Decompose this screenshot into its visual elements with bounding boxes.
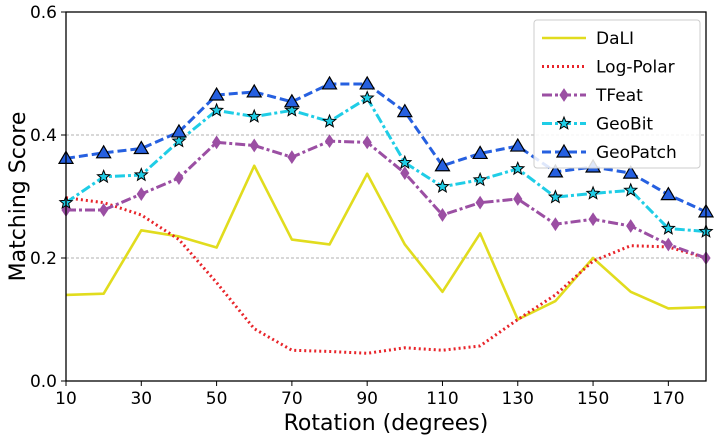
legend-label-log-polar: Log-Polar	[596, 58, 675, 78]
data-point-tfeat	[287, 150, 297, 165]
legend-marker-geobit	[556, 115, 572, 130]
data-point-geobit	[397, 154, 413, 170]
data-point-tfeat	[174, 171, 184, 185]
data-point-geopatch	[359, 75, 376, 90]
data-point-geobit	[322, 113, 338, 128]
data-point-geopatch	[95, 144, 112, 159]
x-tick-label: 10	[55, 389, 77, 409]
x-tick-label: 130	[502, 389, 534, 409]
data-point-geopatch	[321, 75, 338, 90]
x-tick-label: 170	[652, 389, 684, 409]
data-point-tfeat	[211, 135, 222, 150]
x-tick-label: 90	[356, 389, 378, 409]
data-point-geobit	[171, 133, 187, 148]
data-point-tfeat	[437, 208, 448, 222]
data-point-geopatch	[396, 103, 413, 118]
data-point-tfeat	[362, 135, 372, 150]
data-point-geopatch	[283, 93, 300, 108]
data-point-tfeat	[626, 219, 636, 233]
data-point-geobit	[547, 189, 563, 204]
data-point-geobit	[284, 102, 300, 117]
x-tick-label: 50	[206, 389, 228, 409]
data-point-geopatch	[509, 137, 526, 152]
x-tick-label: 30	[130, 389, 152, 409]
legend-marker-geopatch	[555, 143, 573, 158]
data-point-geopatch	[472, 145, 489, 160]
data-point-geobit	[96, 168, 112, 184]
data-point-geobit	[585, 185, 601, 200]
x-tick-label: 150	[577, 389, 609, 409]
data-point-geopatch	[170, 123, 187, 138]
y-tick-label: 0.4	[30, 126, 57, 146]
data-point-geobit	[472, 172, 488, 187]
series-group	[57, 75, 715, 355]
data-point-geopatch	[622, 164, 639, 179]
data-point-geopatch	[434, 157, 451, 172]
data-point-geobit	[359, 90, 375, 105]
data-point-tfeat	[513, 192, 523, 206]
data-point-tfeat	[249, 138, 259, 153]
legend-label-geopatch: GeoPatch	[596, 143, 677, 163]
data-point-geobit	[510, 160, 526, 176]
data-point-tfeat	[324, 134, 335, 149]
series-log-polar	[65, 196, 707, 355]
legend-box	[533, 19, 701, 169]
x-axis-title: Rotation (degrees)	[284, 411, 489, 436]
data-point-geobit	[133, 167, 149, 182]
data-point-tfeat	[475, 195, 485, 210]
legend: DaLI Log-Polar TFeat GeoBit GeoPatch	[533, 19, 701, 169]
data-point-geopatch	[660, 186, 677, 201]
data-point-geopatch	[547, 163, 564, 178]
series-geobit	[58, 90, 714, 238]
series-line-tfeat	[66, 139, 707, 260]
legend-label-tfeat: TFeat	[595, 86, 643, 106]
data-point-geopatch	[208, 86, 225, 101]
data-point-tfeat	[663, 237, 673, 252]
data-point-geobit	[434, 178, 450, 194]
x-tick-label: 70	[281, 389, 303, 409]
data-point-geopatch	[246, 83, 263, 98]
ticks: 0.0 0.2 0.4 0.6 10 30 50 70 90 110 130 150 170	[30, 3, 685, 409]
y-tick-label: 0.0	[30, 372, 57, 392]
series-line-dali	[65, 164, 707, 321]
data-point-geobit	[246, 108, 262, 123]
y-axis-title: Matching Score	[6, 112, 31, 282]
data-point-geobit	[660, 220, 676, 235]
legend-label-dali: DaLI	[596, 29, 634, 49]
series-line-log-polar	[65, 196, 707, 355]
data-point-geobit	[623, 182, 639, 197]
x-tick-label: 110	[426, 389, 458, 409]
legend-label-geobit: GeoBit	[596, 115, 653, 135]
data-point-tfeat	[136, 187, 146, 201]
series-line-geobit	[65, 96, 707, 234]
y-tick-label: 0.2	[30, 249, 57, 269]
data-point-geopatch	[133, 140, 150, 155]
y-tick-label: 0.6	[30, 3, 57, 23]
data-point-tfeat	[400, 166, 410, 181]
data-point-tfeat	[99, 203, 109, 217]
data-point-tfeat	[588, 212, 598, 227]
data-point-tfeat	[550, 217, 561, 232]
plot-frame	[65, 11, 707, 382]
series-dali	[65, 164, 707, 321]
data-point-geobit	[209, 102, 225, 117]
legend-marker-tfeat	[559, 88, 569, 102]
